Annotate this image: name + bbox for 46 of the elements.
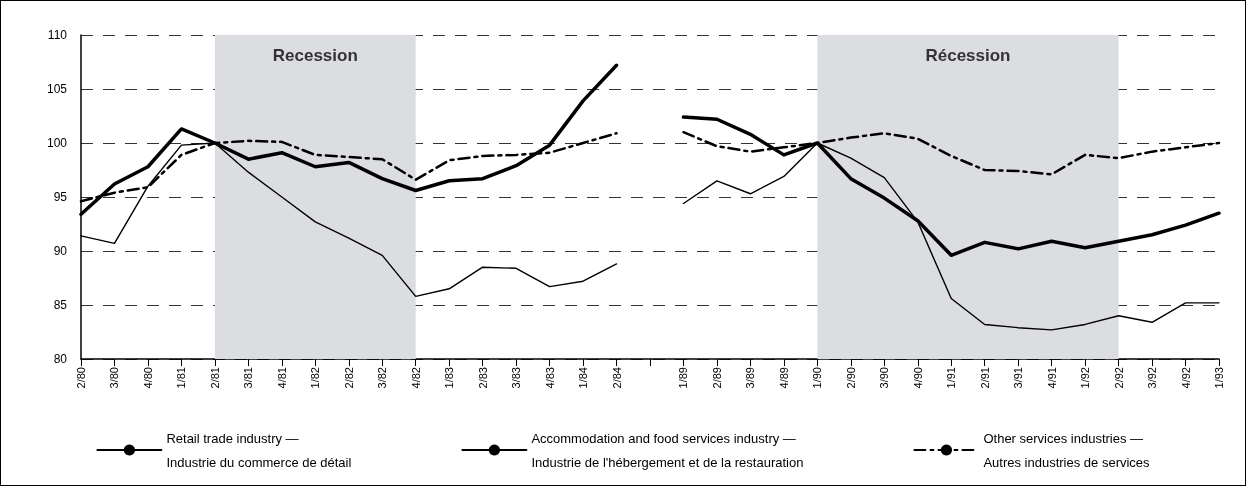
x-tick-label: 3/92 bbox=[1146, 367, 1159, 389]
x-tick-label: 4/82 bbox=[409, 367, 422, 389]
y-tick-label: 100 bbox=[46, 136, 68, 150]
x-tick-label: 2/82 bbox=[342, 367, 355, 389]
y-tick-label: 105 bbox=[46, 82, 68, 96]
x-tick-label: 2/81 bbox=[208, 367, 221, 389]
x-tick-label: 3/91 bbox=[1012, 367, 1025, 389]
x-tick-label: 2/83 bbox=[476, 367, 489, 389]
x-tick-label: 2/91 bbox=[978, 367, 991, 389]
x-tick-label: 1/84 bbox=[577, 367, 590, 389]
x-tick-label: 3/82 bbox=[376, 367, 389, 389]
y-tick-label: 80 bbox=[53, 352, 68, 366]
legend-label: Accommodation and food services industry — Industrie de l'hébergement et de la restauration bbox=[531, 430, 804, 470]
x-tick-label: 2/80 bbox=[75, 367, 87, 389]
x-tick-label: 4/80 bbox=[141, 367, 154, 389]
x-tick-label: 4/91 bbox=[1045, 367, 1058, 389]
x-tick-label: 1/83 bbox=[443, 367, 456, 389]
x-tick-label: 3/83 bbox=[510, 367, 523, 389]
x-tick-label: 2/90 bbox=[844, 367, 857, 389]
x-tick-label: 1/90 bbox=[811, 367, 824, 389]
x-tick-label: 1/81 bbox=[175, 367, 188, 389]
x-tick-label: 1/89 bbox=[677, 367, 690, 389]
y-tick-label: 95 bbox=[53, 190, 68, 204]
legend-label: Retail trade industry — Industrie du commerce de détail bbox=[166, 430, 352, 470]
x-tick-label: 4/89 bbox=[777, 367, 790, 389]
y-tick-label: 85 bbox=[53, 298, 68, 312]
band-label: Recession bbox=[272, 46, 358, 65]
x-tick-label: 2/84 bbox=[610, 367, 623, 389]
x-tick-label: 3/80 bbox=[108, 367, 121, 389]
x-tick-label: 3/89 bbox=[744, 367, 757, 389]
x-tick-label: 4/90 bbox=[911, 367, 924, 389]
band-label: Récession bbox=[925, 46, 1011, 65]
y-tick-label: 110 bbox=[47, 28, 68, 42]
x-tick-label: 4/81 bbox=[275, 367, 288, 389]
x-tick-label: 2/92 bbox=[1112, 367, 1125, 389]
x-tick-label: 1/91 bbox=[945, 367, 958, 389]
x-tick-label: 1/82 bbox=[309, 367, 322, 389]
legend-label: Other services industries — Autres industries de services bbox=[983, 430, 1151, 470]
x-tick-label: 3/81 bbox=[242, 367, 255, 389]
x-tick-label: 1/92 bbox=[1079, 367, 1092, 389]
x-tick-label: 2/89 bbox=[710, 367, 723, 389]
x-tick-label: 1/93 bbox=[1213, 367, 1225, 389]
x-tick-label: 3/90 bbox=[878, 367, 891, 389]
y-tick-label: 90 bbox=[53, 244, 68, 258]
x-tick-label: 4/92 bbox=[1179, 367, 1192, 389]
x-tick-label: 4/83 bbox=[543, 367, 556, 389]
